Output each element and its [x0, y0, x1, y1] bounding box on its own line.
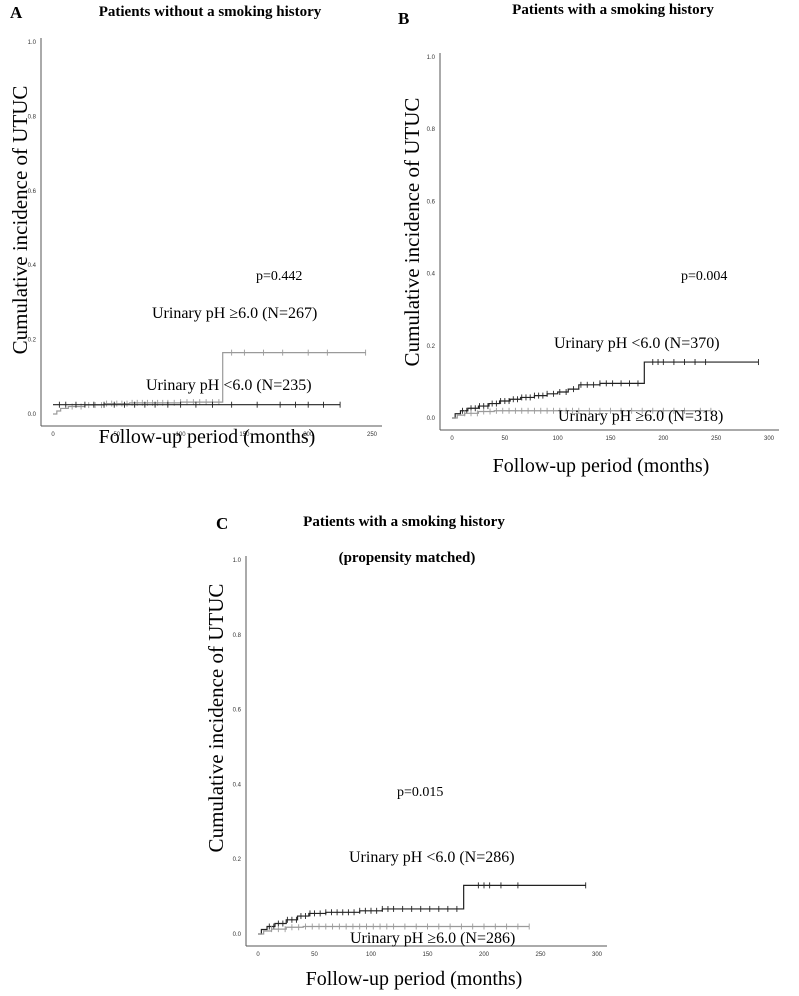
p-value: p=0.004	[681, 269, 727, 284]
p-value: p=0.442	[256, 269, 302, 284]
y-tick-label: 1.0	[233, 558, 242, 564]
x-tick-label: 200	[303, 432, 314, 438]
series-1	[53, 401, 341, 408]
p-value: p=0.015	[397, 785, 443, 800]
x-tick-label: 250	[535, 952, 546, 958]
chart-panel-a: A Patients without a smoking history 0.0 0.…	[8, 3, 382, 448]
x-tick-label: 150	[605, 436, 616, 442]
y-axis-label: Cumulative incidence of UTUC	[400, 98, 424, 367]
y-tick-label: 0.2	[233, 857, 242, 863]
x-tick-label: 300	[592, 952, 603, 958]
x-tick-label: 250	[711, 436, 722, 442]
x-tick-label: 100	[553, 436, 564, 442]
x-tick-label: 0	[256, 952, 260, 958]
y-tick-label: 0.4	[233, 782, 242, 788]
y-tick-label: 0.4	[427, 272, 436, 278]
x-tick-label: 200	[658, 436, 669, 442]
y-tick-label: 1.0	[28, 40, 37, 46]
y-axis-label: Cumulative incidence of UTUC	[204, 584, 228, 853]
y-tick-label: 0.6	[233, 708, 242, 714]
x-tick-label: 250	[367, 432, 378, 438]
x-axis-label: Follow-up period (months)	[306, 968, 523, 990]
y-tick-label: 0.4	[28, 263, 37, 269]
series-label: Urinary pH <6.0 (N=286)	[349, 849, 515, 866]
series-line	[452, 410, 711, 419]
x-tick-label: 0	[450, 436, 454, 442]
series-1	[258, 923, 530, 935]
x-tick-label: 300	[764, 436, 775, 442]
y-tick-label: 0.6	[28, 189, 37, 195]
x-tick-label: 100	[366, 952, 377, 958]
y-tick-label: 0.0	[427, 416, 436, 422]
y-tick-label: 0.6	[427, 199, 436, 205]
x-axis-label: Follow-up period (months)	[493, 455, 710, 477]
series-1	[452, 407, 712, 419]
chart-title: Patients without a smoking history	[99, 4, 322, 20]
chart-title-line2: (propensity matched)	[339, 550, 476, 566]
x-tick-label: 50	[311, 952, 318, 958]
panel-letter: A	[10, 3, 23, 22]
x-tick-label: 100	[176, 432, 187, 438]
series-label: Urinary pH <6.0 (N=235)	[146, 377, 312, 394]
y-tick-label: 0.8	[28, 114, 37, 120]
x-tick-label: 0	[51, 432, 55, 438]
chart-title: Patients with a smoking history	[303, 514, 505, 530]
x-tick-label: 200	[479, 952, 490, 958]
y-tick-label: 0.8	[427, 127, 436, 133]
chart-panel-b: B Patients with a smoking history 0.0 0.2 0.…	[398, 2, 779, 477]
x-axis-label: Follow-up period (months)	[99, 426, 316, 448]
y-tick-label: 0.0	[28, 412, 37, 418]
y-tick-label: 1.0	[427, 55, 436, 61]
series-0	[452, 359, 759, 419]
x-tick-label: 50	[113, 432, 120, 438]
series-label: Urinary pH ≥6.0 (N=286)	[350, 930, 515, 947]
y-tick-label: 0.2	[28, 338, 37, 344]
x-tick-label: 50	[501, 436, 508, 442]
series-label: Urinary pH <6.0 (N=370)	[554, 335, 720, 352]
series-label: Urinary pH ≥6.0 (N=318)	[558, 408, 723, 425]
panel-letter: B	[398, 9, 409, 28]
x-tick-label: 150	[239, 432, 250, 438]
series-0	[258, 882, 587, 935]
panel-letter: C	[216, 514, 228, 533]
y-tick-label: 0.0	[233, 932, 242, 938]
series-line	[258, 925, 530, 935]
series-label: Urinary pH ≥6.0 (N=267)	[152, 305, 317, 322]
y-axis-label: Cumulative incidence of UTUC	[8, 86, 32, 355]
series-line	[452, 361, 759, 419]
chart-title: Patients with a smoking history	[512, 2, 714, 18]
y-tick-label: 0.8	[233, 633, 242, 639]
x-tick-label: 150	[422, 952, 433, 958]
y-tick-label: 0.2	[427, 344, 436, 350]
chart-panel-c: C Patients with a smoking history (propens…	[204, 514, 607, 990]
